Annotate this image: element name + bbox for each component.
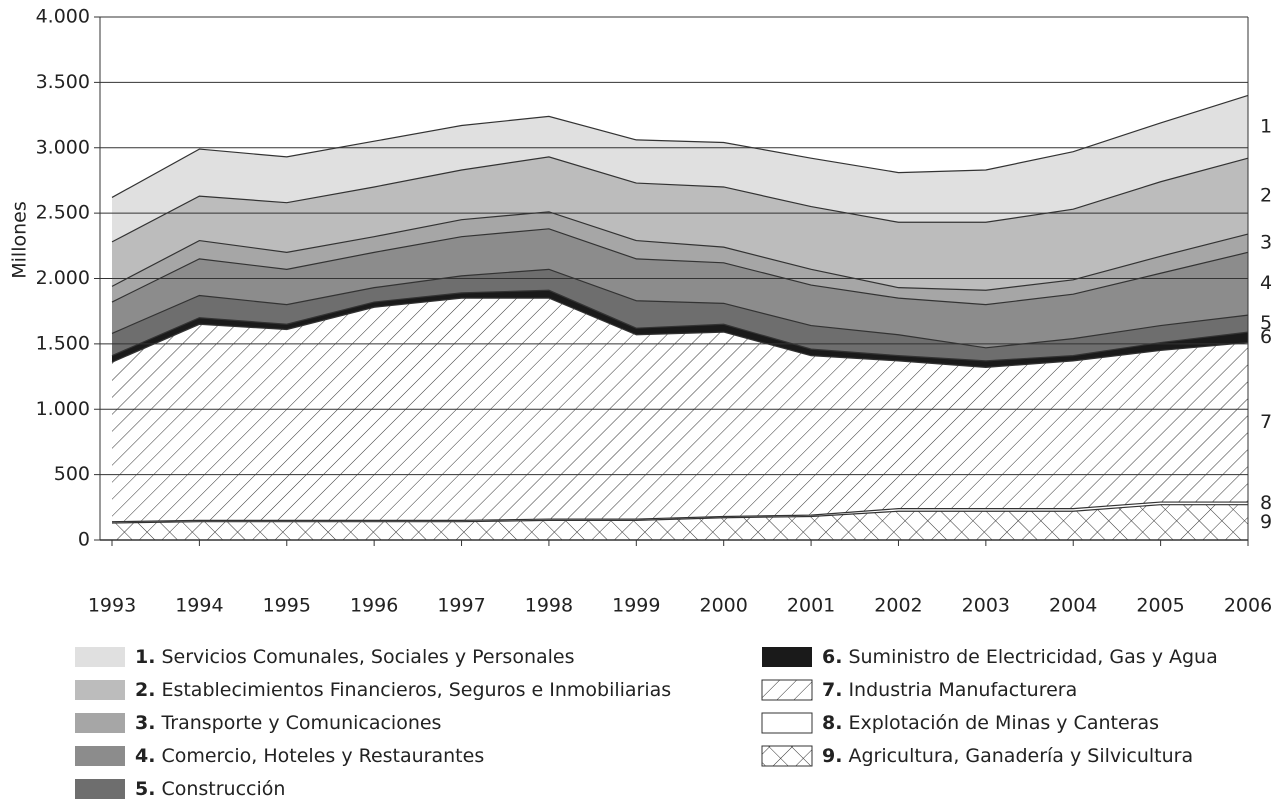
area (112, 156, 1248, 291)
boundary (111, 211, 1249, 291)
end-label: 7 (1260, 411, 1272, 433)
legend-entry: 1. Servicios Comunales, Sociales y Person… (135, 646, 575, 668)
boundary (111, 289, 1249, 362)
legend-swatch (761, 745, 813, 767)
x-tick-label: 2002 (874, 595, 922, 617)
legend-number: 8. (822, 712, 842, 734)
legend-entry: 8. Explotación de Minas y Canteras (822, 712, 1159, 734)
boundary (111, 504, 1248, 524)
legend-swatch (75, 647, 125, 667)
x-tick-label: 1993 (88, 595, 136, 617)
y-tick-label: 500 (54, 463, 90, 485)
legend-number: 7. (822, 679, 842, 701)
boundary (111, 94, 1249, 198)
legend-entry: 7. Industria Manufacturera (822, 679, 1077, 701)
legend-label: Servicios Comunales, Sociales y Personal… (161, 646, 574, 668)
x-tick-label: 1996 (350, 595, 398, 617)
legend-entry: 6. Suministro de Electricidad, Gas y Agua (822, 646, 1218, 668)
legend-entry: 5. Construcción (135, 778, 285, 800)
area (112, 504, 1248, 540)
legend-label: Establecimientos Financieros, Seguros e … (161, 679, 671, 701)
legend-number: 3. (135, 712, 155, 734)
boundary (111, 228, 1249, 306)
legend-swatch (761, 679, 813, 701)
legend-number: 1. (135, 646, 155, 668)
x-tick-label: 1995 (263, 595, 311, 617)
legend-swatch (762, 647, 812, 667)
end-label: 5 (1260, 312, 1272, 334)
legend-label: Construcción (161, 778, 285, 800)
y-tick-label: 3.000 (36, 136, 90, 158)
end-label: 6 (1260, 326, 1272, 348)
end-label: 8 (1260, 492, 1272, 514)
legend-entry: 3. Transporte y Comunicaciones (135, 712, 441, 734)
boundary (111, 268, 1249, 349)
legend-number: 5. (135, 778, 155, 800)
legend-label: Transporte y Comunicaciones (160, 712, 441, 734)
area (112, 211, 1248, 305)
legend-entry: 2. Establecimientos Financieros, Seguros … (135, 679, 671, 701)
y-tick-label: 2.500 (36, 202, 90, 224)
end-label: 3 (1260, 232, 1272, 254)
area (112, 290, 1248, 368)
legend-entry: 9. Agricultura, Ganadería y Silvicultura (822, 745, 1193, 767)
y-tick-label: 4.000 (36, 6, 90, 28)
legend-swatch (75, 680, 125, 700)
boundary (111, 297, 1249, 369)
x-tick-label: 2004 (1049, 595, 1097, 617)
x-tick-label: 2005 (1136, 595, 1184, 617)
area (112, 228, 1248, 348)
legend-number: 6. (822, 646, 842, 668)
y-tick-label: 2.000 (36, 267, 90, 289)
legend-swatch (761, 712, 813, 734)
legend-swatch (75, 746, 125, 766)
legend-label: Industria Manufacturera (848, 679, 1077, 701)
x-tick-label: 1994 (175, 595, 223, 617)
end-label: 9 (1260, 511, 1272, 533)
boundary (111, 156, 1249, 243)
legend-entry: 4. Comercio, Hoteles y Restaurantes (135, 745, 484, 767)
area (112, 95, 1248, 242)
y-tick-label: 3.500 (36, 71, 90, 93)
end-label: 4 (1260, 272, 1272, 294)
x-tick-label: 1997 (437, 595, 485, 617)
area (112, 298, 1248, 522)
y-tick-label: 1.500 (36, 332, 90, 354)
legend-label: Suministro de Electricidad, Gas y Agua (848, 646, 1217, 668)
y-tick-label: 1.000 (36, 398, 90, 420)
legend-number: 9. (822, 745, 842, 767)
end-label: 2 (1260, 185, 1272, 207)
legend-number: 4. (135, 745, 155, 767)
y-tick-label: 0 (78, 529, 90, 551)
legend-label: Explotación de Minas y Canteras (848, 712, 1159, 734)
end-label: 1 (1260, 115, 1272, 137)
area (112, 269, 1248, 361)
y-axis-label: Millones (9, 201, 31, 278)
legend-label: Comercio, Hoteles y Restaurantes (161, 745, 484, 767)
x-tick-label: 2001 (787, 595, 835, 617)
legend-number: 2. (135, 679, 155, 701)
x-tick-label: 2003 (962, 595, 1010, 617)
x-tick-label: 2000 (700, 595, 748, 617)
x-tick-label: 1998 (525, 595, 573, 617)
x-tick-label: 1999 (612, 595, 660, 617)
boundary (111, 501, 1248, 523)
legend-label: Agricultura, Ganadería y Silvicultura (848, 745, 1193, 767)
legend-swatch (75, 713, 125, 733)
x-tick-label: 2006 (1224, 595, 1272, 617)
legend-swatch (75, 779, 125, 799)
